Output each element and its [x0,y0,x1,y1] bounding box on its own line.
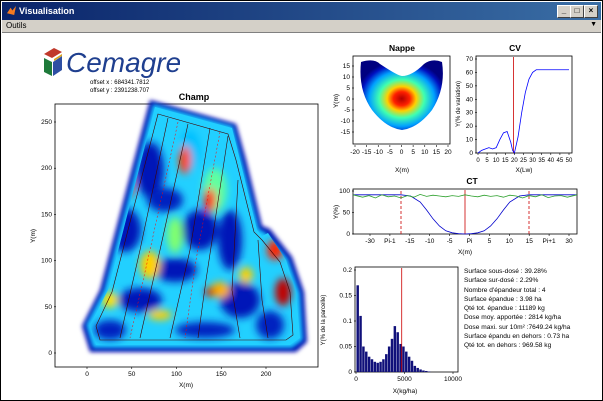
menu-outils[interactable]: Outils [6,21,27,30]
stat-line: Dose maxi. sur 10m² :7649.24 kg/ha [464,323,571,331]
offset-info: offset x : 684341.7812 offset y : 239123… [90,79,149,95]
title-bar[interactable]: Visualisation _ □ × [2,2,601,20]
logo-text: Cemagref [66,47,180,78]
minimize-button[interactable]: _ [557,5,571,18]
menu-bar: Outils ▼ [2,20,601,32]
stats-panel: Surface sous-dosé : 39.28% Surface sur-do… [464,267,570,351]
stat-line: Surface épandue : 3.98 ha [464,295,542,303]
stat-line: Surface sous-dosé : 39.28% [464,268,547,275]
cemagref-logo-icon [44,48,62,76]
stat-line: Qté tot. épandue : 11189 kg [464,305,545,313]
matlab-icon [7,6,16,15]
stat-line: Nombre d'épandeur total : 4 [464,286,546,294]
close-button[interactable]: × [584,5,598,18]
stat-line: Dose moy. apportée : 2814 kg/ha [464,314,562,322]
stat-line: Surface sur-dosé : 2.29% [464,277,539,285]
stat-line: Qté tot. en dehors : 969.58 kg [464,342,552,350]
offset-x: offset x : 684341.7812 [90,80,150,86]
stat-line: Surface épandu en dehors : 0.73 ha [464,333,570,341]
window-title: Visualisation [19,6,75,16]
maximize-button[interactable]: □ [570,5,584,18]
toolbar-arrow-icon[interactable]: ▼ [590,21,597,28]
offset-y: offset y : 2391238.707 [90,88,150,94]
cemagref-logo: Cemagref [44,46,192,83]
